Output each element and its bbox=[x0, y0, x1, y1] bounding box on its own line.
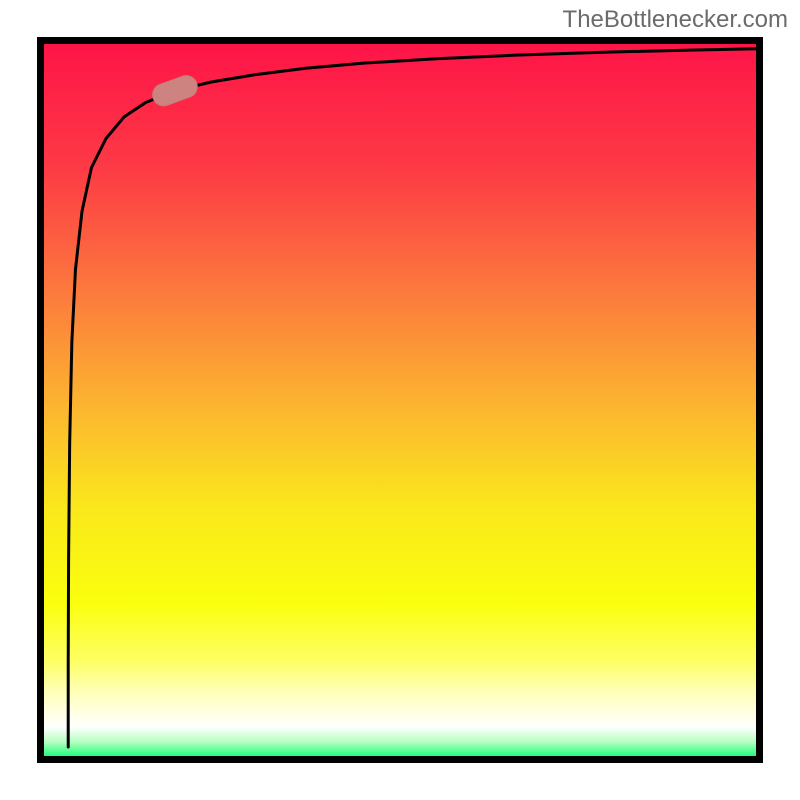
chart-frame: TheBottlenecker.com bbox=[0, 0, 800, 800]
curve-marker bbox=[150, 73, 201, 109]
plot-svg-overlay bbox=[37, 37, 763, 763]
plot-area bbox=[37, 37, 763, 763]
bottleneck-curve bbox=[68, 49, 763, 747]
watermark-text: TheBottlenecker.com bbox=[563, 6, 788, 34]
plot-border bbox=[41, 41, 760, 760]
